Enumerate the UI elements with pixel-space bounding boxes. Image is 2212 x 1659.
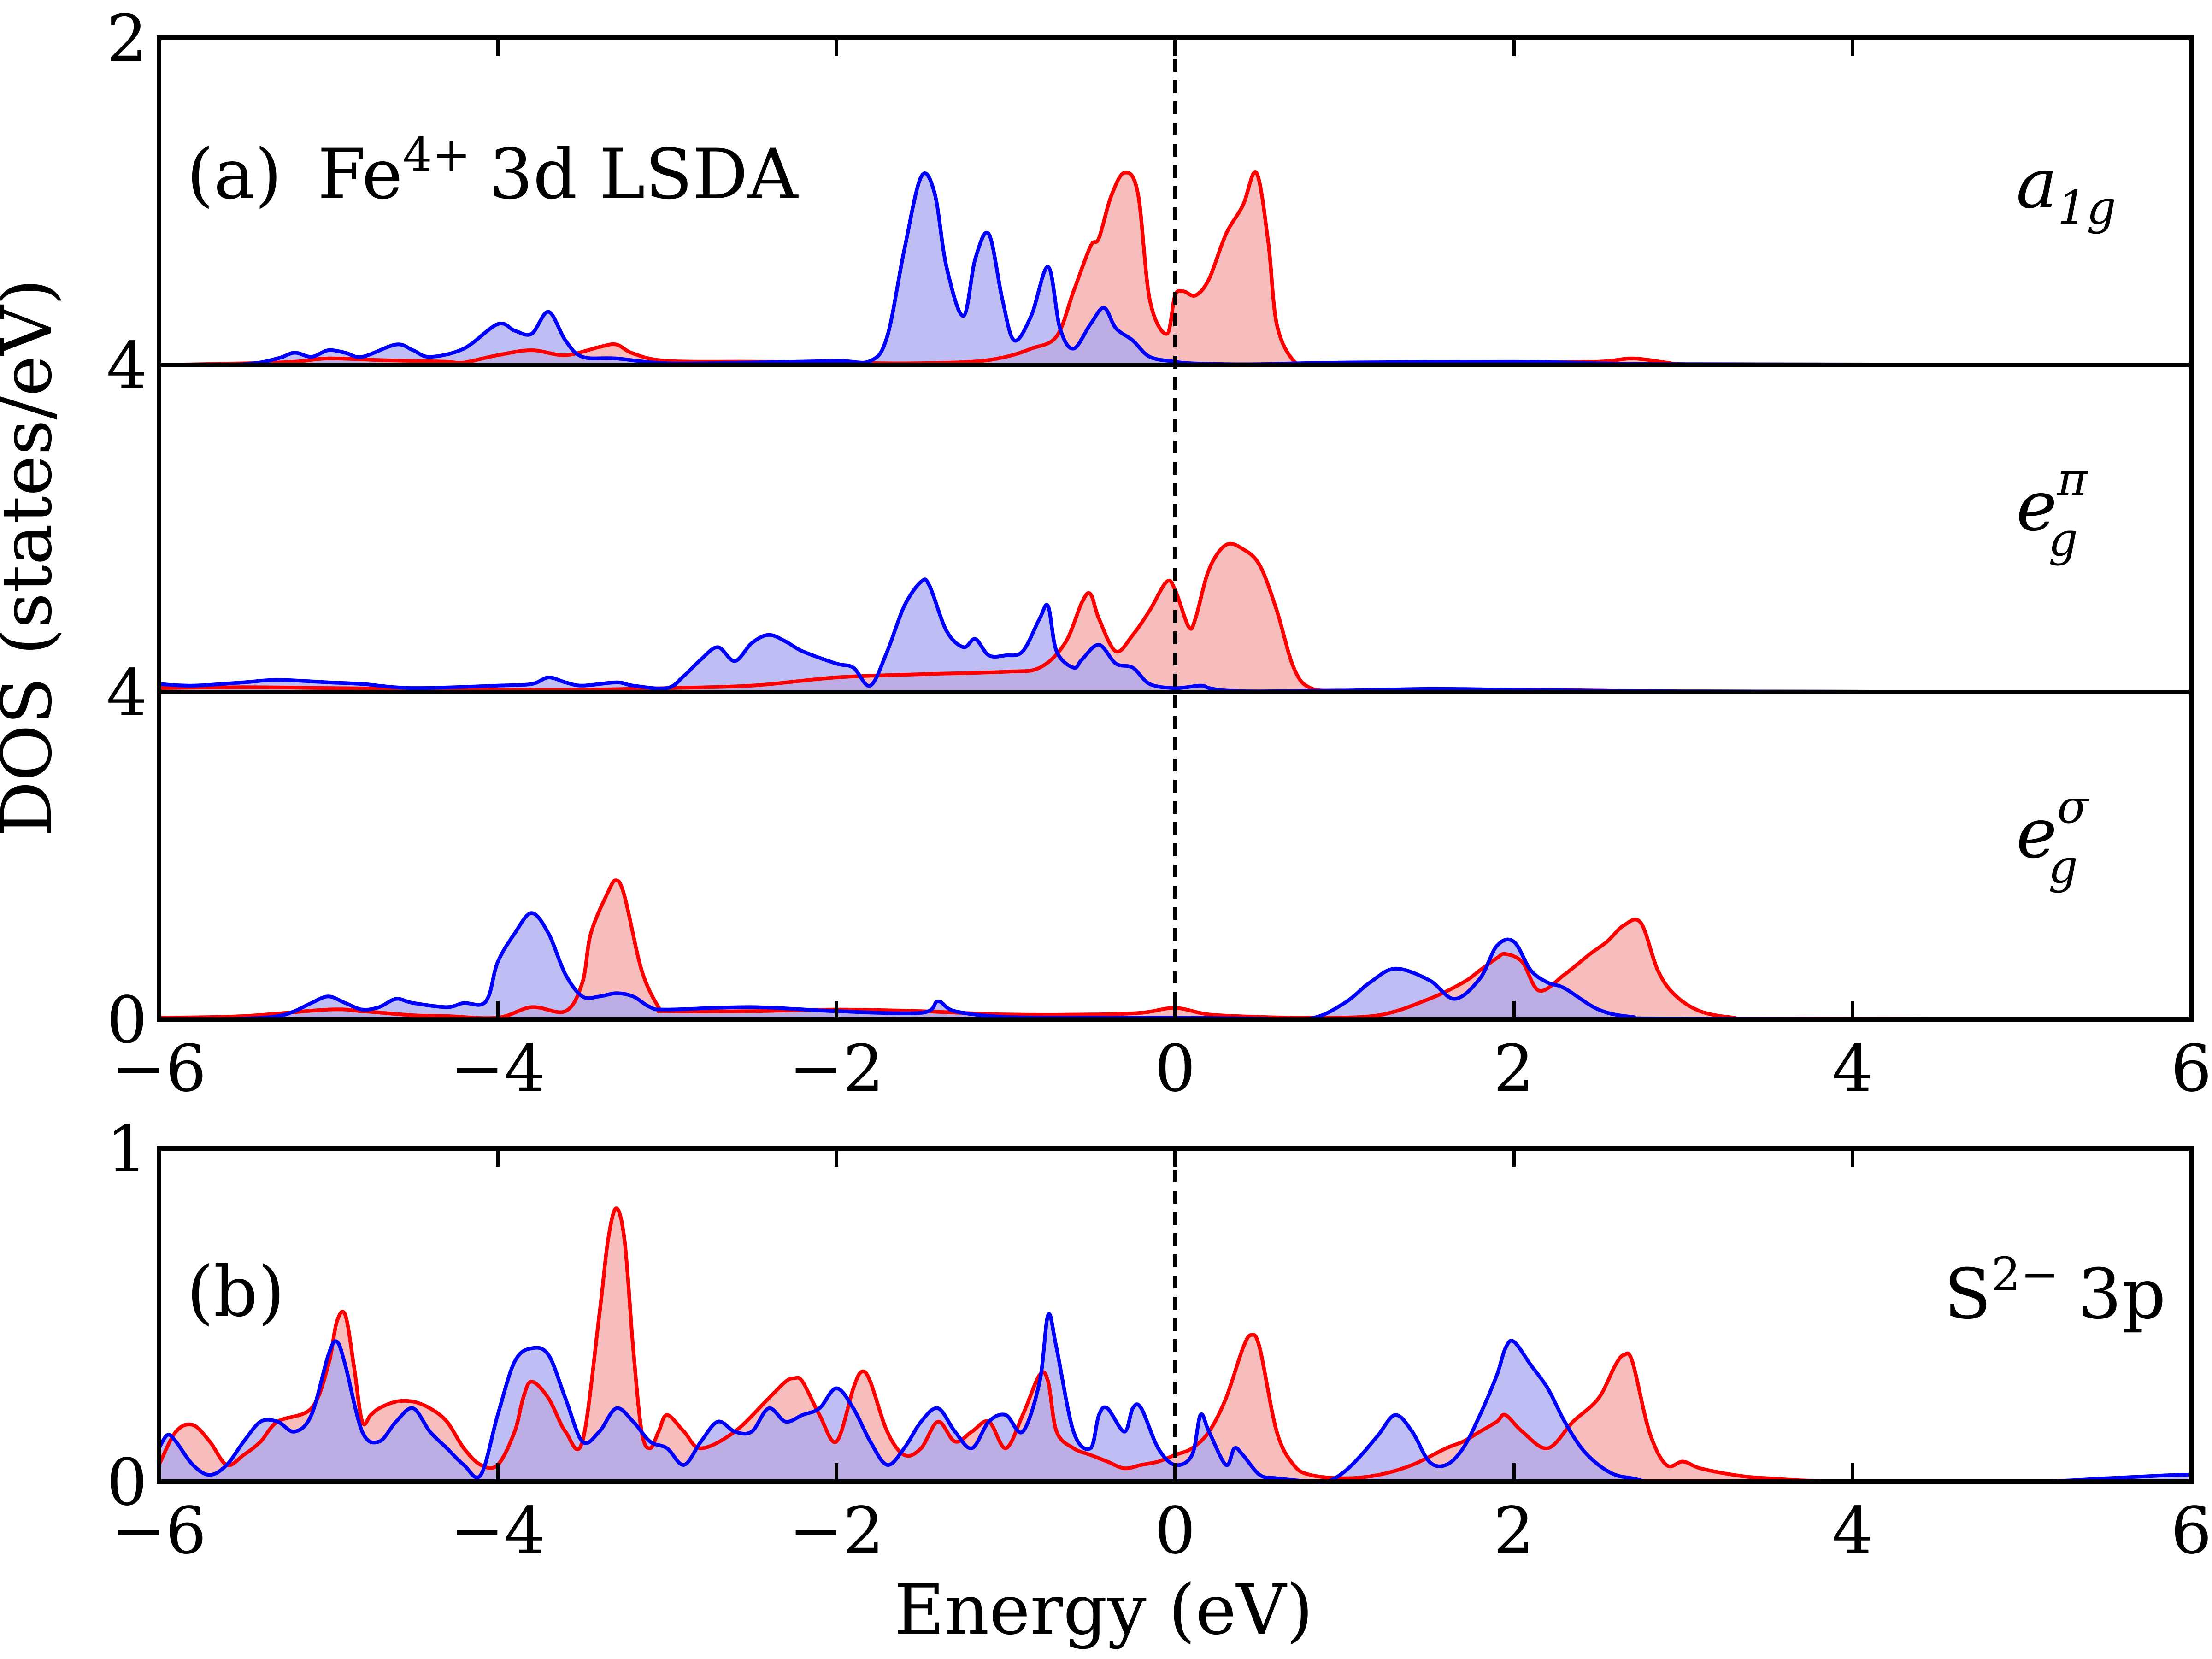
panel-a-sub1-spin-up-area — [159, 172, 2191, 365]
panel-b-orbital: 3p — [2078, 1254, 2166, 1335]
panel-b-spin-down-area — [159, 1314, 2191, 1483]
panel-a-x-tick-label: −6 — [112, 1031, 206, 1106]
y-axis-label: DOS (states/eV) — [0, 278, 67, 836]
panel-b-y-tick-label: 0 — [106, 1445, 147, 1520]
panel-b-title: S2− 3p — [1944, 1247, 2166, 1335]
label-eg-pi: eπ g — [2016, 453, 2088, 566]
panel-b-x-tick-label: 4 — [1832, 1494, 1873, 1569]
panel-b-x-tick-label: −6 — [112, 1494, 206, 1569]
panel-a-x-tick-label: 2 — [1493, 1031, 1534, 1106]
panel-a-y-tick-label: 4 — [106, 329, 147, 404]
panel-b-spin-down-line — [157, 1312, 2192, 1484]
panel-b-x-tick-label: 0 — [1154, 1494, 1195, 1569]
panel-a-x-tick-label: 0 — [1154, 1031, 1195, 1106]
label-eg-sigma: eσ g — [2016, 780, 2090, 894]
panel-a-label: (a) — [187, 135, 282, 215]
panel-a-title: (a) Fe4+ 3d LSDA — [187, 128, 799, 215]
panel-a-x-tick-label: −4 — [450, 1031, 545, 1106]
panel-b-x-tick-label: −2 — [789, 1494, 884, 1569]
panel-a-element: Fe — [318, 135, 403, 215]
panel-b-spin-up-line — [157, 1206, 2191, 1484]
panel-a-orbital: 3d LSDA — [489, 135, 799, 215]
panel-a-sub3-spin-up-line — [159, 878, 2192, 1021]
panel-a-y-tick-label: 0 — [106, 983, 147, 1058]
panel-a-x-tick-label: 4 — [1832, 1031, 1873, 1106]
panel-b-charge: 2− — [1991, 1247, 2059, 1301]
panel-a-y-tick-label: 4 — [106, 656, 147, 731]
panel-b-x-tick-label: −4 — [450, 1494, 545, 1569]
panel-b-x-tick-label: 6 — [2171, 1494, 2212, 1569]
panel-a-x-tick-label: 6 — [2171, 1031, 2212, 1106]
panel-a-sub3-spin-down-line — [159, 911, 2192, 1022]
panel-b-element: S — [1944, 1254, 1991, 1335]
x-axis-label: Energy (eV) — [894, 1570, 1313, 1650]
panel-a-y-tick-label: 2 — [106, 1, 147, 76]
panel-b-y-tick-label: 1 — [106, 1112, 147, 1187]
label-a1g: a1g — [2016, 144, 2116, 235]
panel-a-x-tick-label: −2 — [789, 1031, 884, 1106]
panel-b-x-tick-label: 2 — [1493, 1494, 1534, 1569]
panel-b-label: (b) — [187, 1252, 285, 1332]
panel-a-charge: 4+ — [403, 128, 471, 182]
